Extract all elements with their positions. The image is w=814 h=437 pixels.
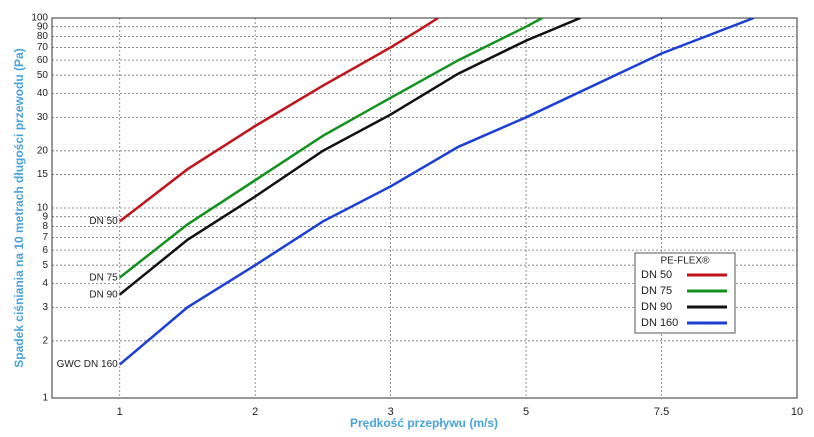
y-tick-label: 80 <box>37 31 49 42</box>
x-axis-title: Prędkość przepływu (m/s) <box>350 416 498 430</box>
legend-box <box>634 252 736 334</box>
y-tick-label: 7 <box>42 232 48 243</box>
x-tick-label: 10 <box>791 406 803 418</box>
start-label: DN 90 <box>89 289 118 300</box>
start-label: DN 75 <box>89 272 118 283</box>
y-tick-label: 50 <box>37 70 49 81</box>
y-tick-label: 10 <box>37 203 49 214</box>
y-tick-label: 4 <box>42 278 48 289</box>
x-tick-label: 5 <box>523 406 529 418</box>
y-tick-label: 30 <box>37 112 49 123</box>
y-tick-label: 3 <box>42 302 48 313</box>
start-label: DN 50 <box>89 216 118 227</box>
legend-label: DN 75 <box>641 285 672 297</box>
x-tick-label: 3 <box>388 406 394 418</box>
y-tick-label: 2 <box>42 335 48 346</box>
x-tick-label: 7.5 <box>654 406 669 418</box>
y-tick-label: 40 <box>37 88 49 99</box>
legend-label: DN 160 <box>641 317 678 329</box>
series-line <box>118 18 439 223</box>
series-line <box>118 18 755 366</box>
y-tick-label: 15 <box>37 169 49 180</box>
x-tick-label: 2 <box>252 406 258 418</box>
y-tick-label: 100 <box>31 13 48 24</box>
legend-label: DN 90 <box>641 301 672 313</box>
y-tick-label: 6 <box>42 245 48 256</box>
y-tick-label: 1 <box>42 393 48 404</box>
series-line <box>118 18 543 279</box>
y-axis-title: Spadek ciśniania na 10 metrach długości … <box>12 48 26 367</box>
y-tick-label: 20 <box>37 145 49 156</box>
y-tick-label: 90 <box>37 21 49 32</box>
y-tick-label: 8 <box>42 221 48 232</box>
y-tick-label: 9 <box>42 211 48 222</box>
legend-label: DN 50 <box>641 269 672 281</box>
plot-frame <box>51 17 798 399</box>
y-tick-label: 60 <box>37 55 49 66</box>
y-tick-label: 70 <box>37 42 49 53</box>
start-label: GWC DN 160 <box>57 359 119 370</box>
series-line <box>118 18 581 296</box>
y-tick-label: 5 <box>42 260 48 271</box>
x-tick-label: 1 <box>117 406 123 418</box>
legend-title: PE-FLEX® <box>660 256 710 267</box>
